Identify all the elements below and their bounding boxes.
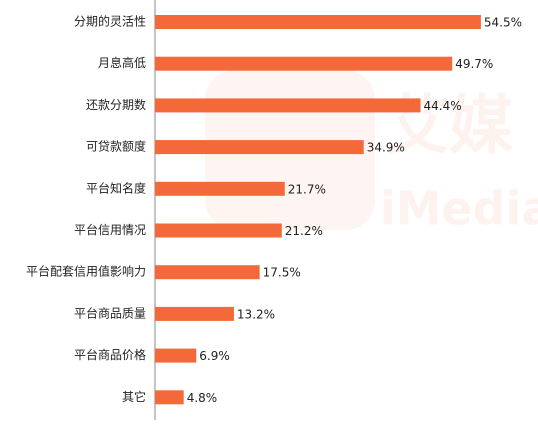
bar bbox=[155, 15, 481, 29]
category-label: 可贷款额度 bbox=[86, 139, 146, 154]
value-label: 4.8% bbox=[187, 391, 218, 405]
bar bbox=[155, 56, 453, 71]
value-label: 44.4% bbox=[424, 99, 462, 113]
bar bbox=[155, 348, 197, 363]
category-label: 月息高低 bbox=[98, 55, 146, 70]
category-label: 还款分期数 bbox=[86, 97, 146, 112]
value-label: 13.2% bbox=[237, 307, 275, 321]
value-label: 17.5% bbox=[263, 266, 301, 280]
bar bbox=[155, 181, 285, 196]
bar bbox=[155, 140, 364, 155]
category-label: 平台配套信用值影响力 bbox=[26, 264, 146, 279]
category-label: 平台知名度 bbox=[86, 180, 146, 195]
category-label: 分期的灵活性 bbox=[74, 14, 146, 29]
bar bbox=[155, 223, 282, 238]
bar bbox=[155, 306, 234, 321]
watermark-text: iMedia bbox=[380, 182, 538, 236]
bar bbox=[155, 265, 260, 280]
bar bbox=[155, 390, 184, 405]
value-label: 21.7% bbox=[288, 182, 326, 196]
category-label: 平台商品质量 bbox=[74, 305, 146, 320]
value-label: 6.9% bbox=[199, 349, 230, 363]
category-label: 平台商品价格 bbox=[74, 347, 146, 362]
value-label: 21.2% bbox=[285, 224, 323, 238]
category-label: 其它 bbox=[122, 389, 146, 404]
value-label: 54.5% bbox=[484, 16, 522, 30]
bar bbox=[155, 98, 421, 113]
value-label: 49.7% bbox=[455, 57, 493, 71]
category-label: 平台信用情况 bbox=[74, 222, 146, 237]
value-label: 34.9% bbox=[367, 141, 405, 155]
